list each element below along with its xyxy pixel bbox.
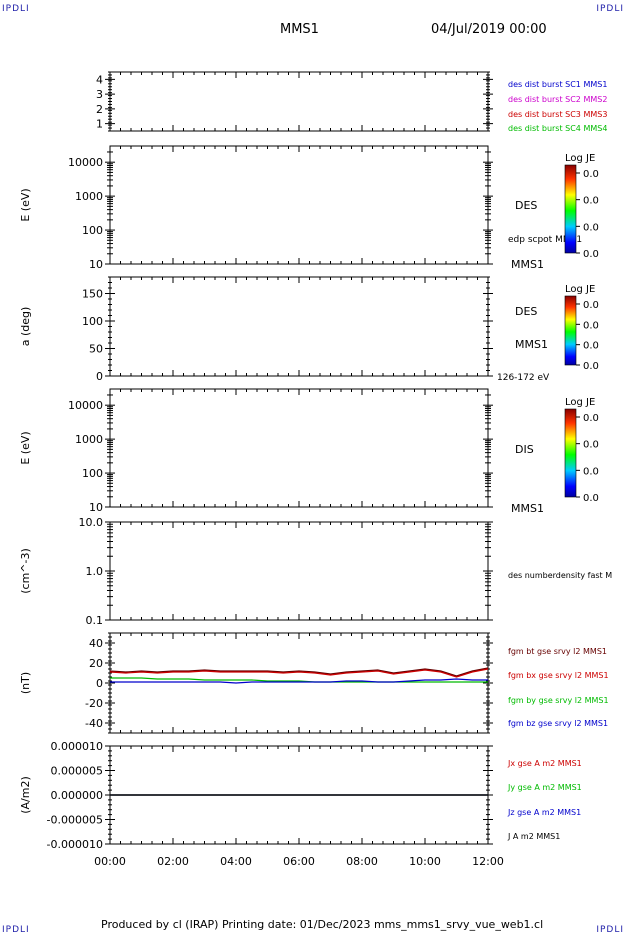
colorbar-tick-label: 0.0	[583, 249, 599, 260]
colorbar-tick-label: 0.0	[583, 320, 599, 331]
legend-entry: fgm bz gse srvy l2 MMS1	[508, 719, 608, 728]
y-tick-label: 4	[96, 73, 103, 86]
y-tick-label: -0.000010	[47, 838, 103, 851]
legend-entry: des dist burst SC2 MMS2	[508, 95, 607, 104]
spacecraft-title: MMS1	[280, 22, 319, 37]
y-tick-label: 0.1	[86, 614, 104, 627]
series-line	[110, 677, 488, 683]
colorbar-tick-label: 0.0	[583, 341, 599, 352]
colorbar-tick-label: 0.0	[583, 440, 599, 451]
corner-mark-bottom-right: IPDLI	[596, 925, 624, 935]
legend-entry: fgm bt gse srvy l2 MMS1	[508, 647, 607, 656]
y-tick-label: 10	[89, 258, 103, 271]
y-tick-label: 40	[89, 637, 103, 650]
x-tick-label: 10:00	[409, 855, 441, 868]
y-tick-label: 0.000005	[51, 765, 104, 778]
x-tick-label: 12:00	[472, 855, 504, 868]
colorbar-title: Log JE	[565, 284, 595, 295]
y-tick-label: 10	[89, 501, 103, 514]
colorbar-tick-label: 0.0	[583, 413, 599, 424]
x-tick-label: 08:00	[346, 855, 378, 868]
y-tick-label: 0.000010	[51, 740, 104, 753]
legend-entry: J A m2 MMS1	[507, 832, 560, 841]
legend-entry: des dist burst SC4 MMS4	[508, 124, 607, 133]
y-axis-label: a (deg)	[19, 307, 32, 347]
y-axis-label: (A/m2)	[19, 776, 32, 814]
legend-entry: Jx gse A m2 MMS1	[507, 759, 582, 768]
y-tick-label: 150	[82, 288, 103, 301]
y-tick-label: 1	[96, 118, 103, 131]
panel-side-label: DIS	[515, 443, 534, 456]
panel-side-label: MMS1	[515, 338, 548, 351]
y-tick-label: 1000	[75, 190, 103, 203]
y-tick-label: 100	[82, 315, 103, 328]
legend-entry: des dist burst SC3 MMS3	[508, 110, 607, 119]
y-tick-label: 0	[96, 677, 103, 690]
colorbar-tick-label: 0.0	[583, 466, 599, 477]
panel-side-label: MMS1	[511, 502, 544, 515]
y-tick-label: 1.0	[86, 565, 104, 578]
x-tick-label: 06:00	[283, 855, 315, 868]
colorbar-tick-label: 0.0	[583, 493, 599, 504]
panel-frame	[109, 71, 489, 132]
y-axis-label: E (eV)	[19, 188, 32, 221]
x-tick-label: 00:00	[94, 855, 126, 868]
panel-frame	[109, 276, 489, 377]
legend-entry: Jz gse A m2 MMS1	[507, 808, 581, 817]
legend-entry: fgm by gse srvy l2 MMS1	[508, 696, 609, 705]
corner-mark-top-left: IPDLI	[2, 4, 30, 14]
colorbar-tick-label: 0.0	[583, 169, 599, 180]
panel-side-label: MMS1	[511, 258, 544, 271]
panel-side-label: DES	[515, 305, 537, 318]
y-tick-label: 100	[82, 467, 103, 480]
y-tick-label: 0.000000	[51, 789, 104, 802]
panel-frame	[109, 145, 489, 265]
colorbar	[564, 295, 577, 366]
panel-frame	[109, 632, 489, 734]
series-line	[110, 678, 488, 684]
y-tick-label: 50	[89, 343, 103, 356]
colorbar-tick-label: 0.0	[583, 300, 599, 311]
y-tick-label: 10000	[68, 156, 103, 169]
colorbar-title: Log JE	[565, 153, 595, 164]
y-tick-label: 100	[82, 224, 103, 237]
panel-side-label: DES	[515, 199, 537, 212]
legend-entry: Jy gse A m2 MMS1	[507, 783, 582, 792]
colorbar-tick-label: 0.0	[583, 196, 599, 207]
y-tick-label: -0.000005	[47, 814, 103, 827]
x-tick-label: 02:00	[157, 855, 189, 868]
colorbar-tick-label: 0.0	[583, 361, 599, 372]
y-tick-label: 0	[96, 370, 103, 383]
y-tick-label: -40	[85, 717, 103, 730]
x-tick-label: 04:00	[220, 855, 252, 868]
corner-mark-bottom-left: IPDLI	[2, 925, 30, 935]
legend-entry: des numberdensity fast M	[508, 571, 612, 580]
y-axis-label: E (eV)	[19, 431, 32, 464]
y-tick-label: 3	[96, 88, 103, 101]
y-axis-label: (nT)	[19, 672, 32, 694]
colorbar	[564, 408, 577, 498]
y-tick-label: -20	[85, 697, 103, 710]
corner-mark-top-right: IPDLI	[596, 4, 624, 14]
y-tick-label: 20	[89, 657, 103, 670]
panel-frame	[109, 521, 489, 621]
y-tick-label: 2	[96, 103, 103, 116]
series-line	[109, 668, 489, 678]
colorbar-title: Log JE	[565, 397, 595, 408]
legend-entry: des dist burst SC1 MMS1	[508, 80, 607, 89]
datetime-title: 04/Jul/2019 00:00	[431, 22, 547, 37]
colorbar-tick-label: 0.0	[583, 222, 599, 233]
panel-side-label: 126-172 eV	[497, 373, 550, 383]
y-tick-label: 10.0	[79, 516, 104, 529]
footer-credit: Produced by cl (IRAP) Printing date: 01/…	[101, 918, 544, 931]
series-line	[109, 667, 489, 677]
y-tick-label: 1000	[75, 433, 103, 446]
y-axis-label: (cm^-3)	[19, 548, 32, 594]
panel-side-label: edp scpot MMS1	[508, 235, 582, 245]
panel-frame	[109, 388, 489, 508]
y-tick-label: 10000	[68, 399, 103, 412]
colorbar	[564, 164, 577, 254]
legend-entry: fgm bx gse srvy l2 MMS1	[508, 671, 609, 680]
